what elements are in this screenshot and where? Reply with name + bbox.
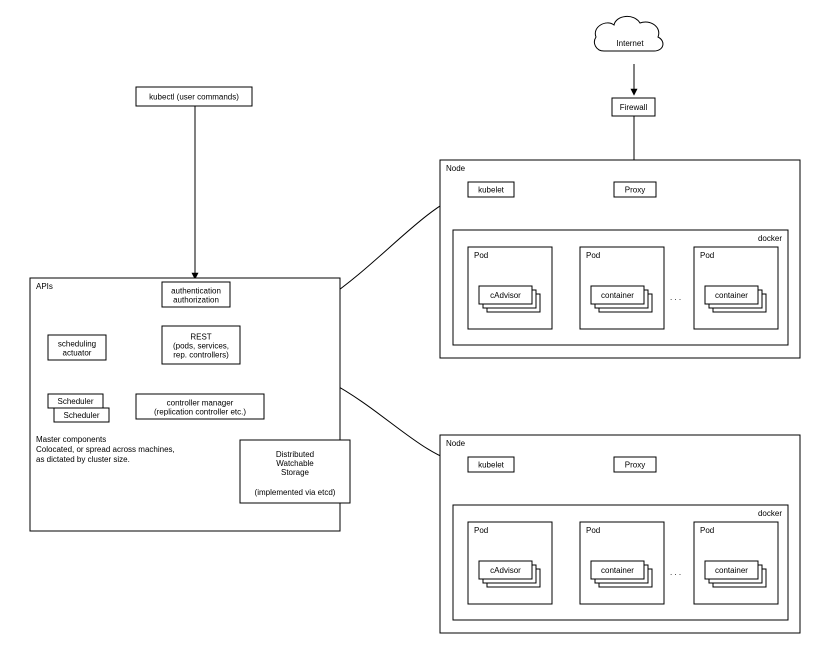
svg-text:cAdvisor: cAdvisor	[490, 566, 521, 575]
svg-text:Colocated, or spread across ma: Colocated, or spread across machines,	[36, 445, 175, 454]
svg-text:. . .: . . .	[670, 568, 681, 577]
svg-text:authorization: authorization	[173, 296, 219, 305]
svg-text:Pod: Pod	[474, 251, 488, 260]
svg-text:scheduling: scheduling	[58, 340, 96, 349]
svg-text:cAdvisor: cAdvisor	[490, 291, 521, 300]
svg-text:Pod: Pod	[586, 251, 600, 260]
svg-text:(implemented via etcd): (implemented via etcd)	[255, 488, 336, 497]
svg-text:Proxy: Proxy	[625, 461, 645, 470]
svg-text:controller manager: controller manager	[167, 399, 234, 408]
svg-text:Pod: Pod	[700, 526, 714, 535]
svg-text:kubelet: kubelet	[478, 186, 505, 195]
svg-text:. . .: . . .	[670, 293, 681, 302]
svg-text:Internet: Internet	[616, 39, 644, 48]
svg-text:rep. controllers): rep. controllers)	[173, 351, 229, 360]
svg-text:Storage: Storage	[281, 468, 310, 477]
svg-text:Scheduler: Scheduler	[57, 397, 93, 406]
svg-text:Pod: Pod	[474, 526, 488, 535]
svg-text:Scheduler: Scheduler	[63, 411, 99, 420]
svg-text:Node: Node	[446, 439, 466, 448]
svg-text:Pod: Pod	[700, 251, 714, 260]
svg-text:REST: REST	[190, 333, 211, 342]
svg-text:(pods, services,: (pods, services,	[173, 342, 229, 351]
svg-text:(replication controller etc.): (replication controller etc.)	[154, 408, 246, 417]
svg-text:container: container	[601, 566, 634, 575]
svg-text:container: container	[715, 566, 748, 575]
svg-text:container: container	[715, 291, 748, 300]
svg-text:Firewall: Firewall	[620, 103, 648, 112]
svg-text:kubelet: kubelet	[478, 461, 505, 470]
svg-text:container: container	[601, 291, 634, 300]
svg-text:actuator: actuator	[63, 349, 92, 358]
architecture-diagram: Internet Firewall kubectl (user commands) A…	[0, 0, 815, 655]
svg-text:APIs: APIs	[36, 282, 53, 291]
svg-text:Proxy: Proxy	[625, 186, 645, 195]
svg-text:docker: docker	[758, 234, 782, 243]
svg-text:Node: Node	[446, 164, 466, 173]
svg-text:authentication: authentication	[171, 287, 221, 296]
svg-text:Watchable: Watchable	[276, 459, 314, 468]
svg-text:docker: docker	[758, 509, 782, 518]
svg-text:kubectl (user commands): kubectl (user commands)	[149, 93, 239, 102]
svg-text:as dictated by cluster size.: as dictated by cluster size.	[36, 455, 130, 464]
svg-text:Distributed: Distributed	[276, 450, 314, 459]
svg-text:Pod: Pod	[586, 526, 600, 535]
svg-text:Master components: Master components	[36, 435, 106, 444]
